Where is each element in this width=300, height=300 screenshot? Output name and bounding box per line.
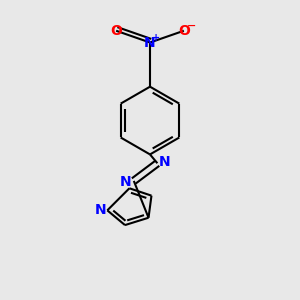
Text: N: N bbox=[120, 175, 131, 188]
Text: −: − bbox=[187, 21, 196, 31]
Text: N: N bbox=[94, 203, 106, 217]
Text: +: + bbox=[152, 33, 160, 43]
Text: O: O bbox=[110, 24, 122, 38]
Text: O: O bbox=[178, 24, 190, 38]
Text: N: N bbox=[144, 35, 156, 50]
Text: N: N bbox=[159, 155, 170, 169]
